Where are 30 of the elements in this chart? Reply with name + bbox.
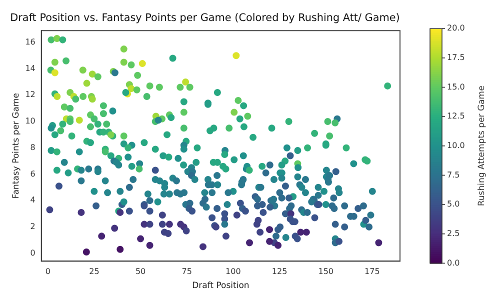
y-tick-label: 8	[30, 142, 36, 152]
x-tick-label: 175	[364, 267, 380, 276]
y-tick-label: 10	[25, 116, 36, 126]
x-tick-label: 0	[45, 267, 50, 276]
y-tick-label: 2	[30, 222, 36, 232]
color-bar-label: 10.0	[447, 140, 465, 150]
color-bar-label: 0.0	[447, 258, 460, 268]
x-axis-title: Draft Position	[192, 281, 250, 292]
color-bar-title: Rushing Attempts per Game	[477, 86, 488, 206]
y-tick-label: 6	[30, 169, 36, 178]
y-tick-label: 4	[30, 196, 36, 205]
x-tick-label: 50	[135, 267, 146, 276]
y-tick-label: 12	[25, 90, 36, 100]
color-bar-label: 2.5	[447, 228, 460, 238]
color-bar-label: 20.0	[447, 24, 465, 33]
color-bar-label: 5.0	[447, 200, 460, 209]
color-bar-label: 17.5	[447, 53, 465, 62]
x-tick-label: 25	[89, 267, 100, 276]
y-axis-title: Fantasy Points per Game	[11, 93, 22, 199]
chart-title: Draft Position vs. Fantasy Points per Game (Colored by Rushing Att/ Game)	[10, 12, 400, 24]
color-bar-label: 15.0	[447, 82, 465, 92]
x-tick-label: 100	[226, 267, 241, 276]
x-tick-label: 150	[318, 267, 334, 276]
color-bar-label: 7.5	[447, 170, 460, 180]
y-tick-label: 0	[30, 248, 36, 258]
y-tick-label: 14	[25, 64, 36, 73]
x-tick-label: 75	[182, 267, 192, 276]
color-bar-label: 12.5	[447, 112, 465, 121]
x-tick-label: 125	[272, 267, 288, 276]
y-tick-label: 16	[25, 38, 36, 47]
